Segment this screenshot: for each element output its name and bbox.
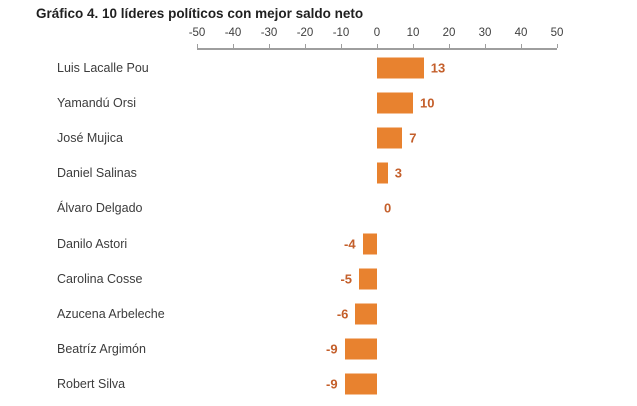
category-label: Carolina Cosse bbox=[57, 271, 143, 286]
value-label: -9 bbox=[326, 376, 338, 392]
bar bbox=[344, 338, 377, 360]
axis-tick bbox=[341, 44, 342, 48]
category-label: Álvaro Delgado bbox=[57, 201, 143, 216]
value-label: 0 bbox=[384, 200, 392, 216]
axis-tick bbox=[269, 44, 270, 48]
category-label: Yamandú Orsi bbox=[57, 95, 136, 110]
bar bbox=[359, 268, 377, 290]
axis-tick-label: 30 bbox=[478, 27, 492, 39]
chart-title: Gráfico 4. 10 líderes políticos con mejo… bbox=[36, 6, 364, 21]
category-label: Azucena Arbeleche bbox=[57, 306, 165, 321]
value-label: 10 bbox=[420, 95, 435, 111]
axis-tick bbox=[305, 44, 306, 48]
axis-line bbox=[197, 48, 557, 50]
value-label: -4 bbox=[344, 236, 356, 252]
bar bbox=[377, 162, 388, 184]
chart-row: Álvaro Delgado 0 bbox=[0, 191, 637, 226]
axis-tick-label: 10 bbox=[406, 27, 420, 39]
chart-row: Carolina Cosse -5 bbox=[0, 261, 637, 296]
axis-tick-label: 0 bbox=[373, 27, 381, 39]
axis-tick bbox=[377, 44, 378, 48]
axis-tick bbox=[233, 44, 234, 48]
bar bbox=[355, 303, 377, 325]
category-label: Beatríz Argimón bbox=[57, 342, 146, 357]
chart-row: Danilo Astori -4 bbox=[0, 226, 637, 261]
axis-tick bbox=[449, 44, 450, 48]
axis-tick bbox=[413, 44, 414, 48]
axis-tick bbox=[197, 44, 198, 48]
value-label: 3 bbox=[394, 165, 403, 181]
value-label: 7 bbox=[409, 130, 417, 146]
chart-row: Robert Silva -9 bbox=[0, 367, 637, 402]
bar bbox=[377, 92, 413, 114]
category-label: Luis Lacalle Pou bbox=[57, 60, 149, 75]
axis-tick bbox=[485, 44, 486, 48]
chart-row: Beatríz Argimón -9 bbox=[0, 332, 637, 367]
chart-row: Daniel Salinas 3 bbox=[0, 156, 637, 191]
category-label: José Mujica bbox=[57, 130, 123, 145]
axis-tick-label: 40 bbox=[514, 27, 528, 39]
bar bbox=[377, 57, 424, 79]
category-label: Robert Silva bbox=[57, 377, 126, 392]
axis-tick-label: -30 bbox=[260, 27, 278, 39]
value-label: -9 bbox=[326, 341, 338, 357]
chart-row: Luis Lacalle Pou 13 bbox=[0, 50, 637, 85]
axis-tick-label: -40 bbox=[224, 27, 242, 39]
axis-tick-label: 20 bbox=[442, 27, 456, 39]
chart-row: Azucena Arbeleche -6 bbox=[0, 296, 637, 331]
axis-tick-label: -50 bbox=[188, 27, 206, 39]
chart-row: José Mujica 7 bbox=[0, 120, 637, 155]
value-label: 13 bbox=[430, 60, 446, 76]
bar bbox=[344, 373, 377, 395]
bar bbox=[377, 127, 403, 149]
value-label: -6 bbox=[336, 306, 349, 322]
axis-tick-label: 50 bbox=[550, 27, 564, 39]
category-label: Danilo Astori bbox=[57, 236, 128, 251]
bar bbox=[362, 233, 377, 255]
axis-tick-label: -20 bbox=[296, 27, 314, 39]
axis-tick bbox=[557, 44, 558, 48]
chart-row: Yamandú Orsi 10 bbox=[0, 85, 637, 120]
axis-tick bbox=[521, 44, 522, 48]
value-label: -5 bbox=[340, 271, 352, 287]
category-label: Daniel Salinas bbox=[57, 166, 137, 181]
axis-tick-label: -10 bbox=[332, 27, 350, 39]
